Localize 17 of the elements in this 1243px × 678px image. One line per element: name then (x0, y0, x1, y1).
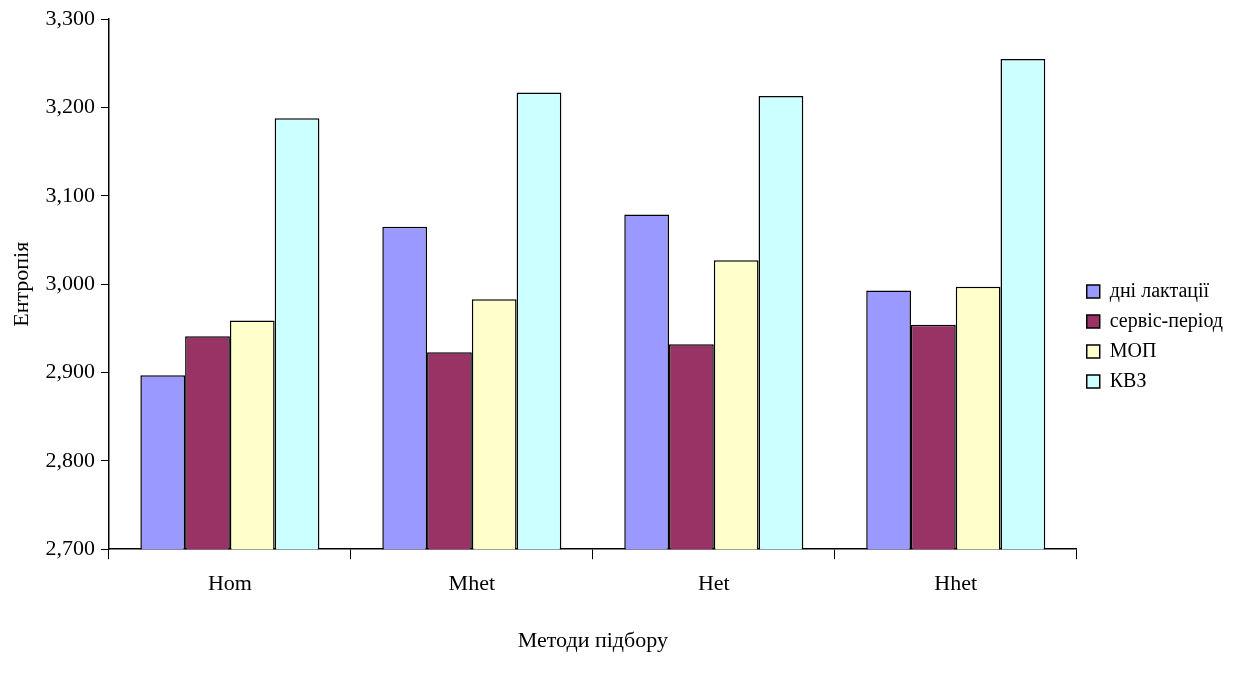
x-tick-label: Mhet (448, 570, 496, 596)
y-tick-label: 2,800 (45, 446, 95, 472)
y-tick-label: 3,300 (45, 4, 95, 30)
legend-label: дні лактації (1109, 278, 1210, 302)
x-tick-label: Het (697, 570, 730, 596)
legend-label: сервіс-період (1109, 308, 1224, 332)
y-axis-title: Ентропія (7, 241, 33, 327)
x-tick-label: Hom (207, 570, 252, 596)
x-tick-label: Hhet (934, 570, 978, 596)
y-tick-label: 3,000 (45, 269, 95, 295)
y-tick-label: 2,700 (45, 534, 95, 560)
legend-label: МОП (1109, 338, 1157, 361)
legend-label: КВЗ (1109, 368, 1147, 391)
y-tick-label: 2,900 (45, 358, 95, 384)
x-axis-title: Методи підбору (517, 626, 668, 652)
y-tick-label: 3,200 (45, 93, 95, 119)
y-tick-label: 3,100 (45, 181, 95, 207)
